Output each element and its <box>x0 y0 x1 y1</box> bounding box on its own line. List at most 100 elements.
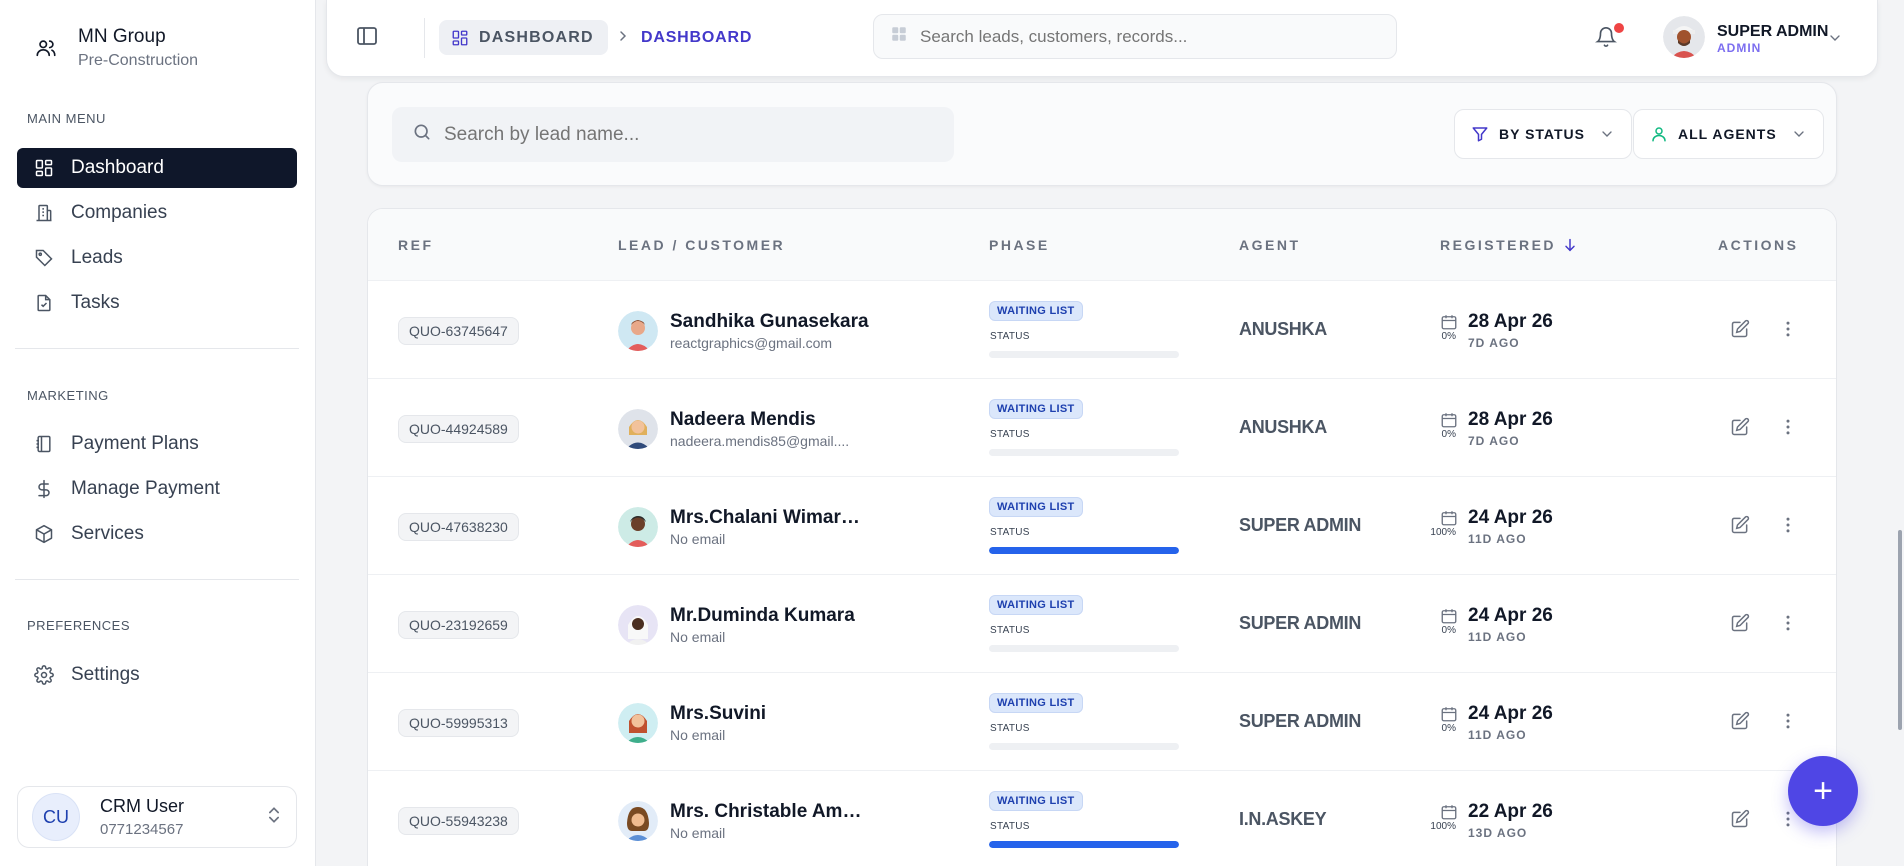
calendar-icon <box>1440 411 1458 434</box>
agents-filter-button[interactable]: ALL AGENTS <box>1633 109 1824 159</box>
sidebar-item-manage-payment[interactable]: Manage Payment <box>17 469 297 509</box>
more-vertical-icon[interactable] <box>1778 319 1798 344</box>
lead-search-input[interactable] <box>444 123 924 146</box>
progress-bar-fill <box>989 841 1179 848</box>
user-switcher[interactable]: CU CRM User 0771234567 <box>17 786 297 848</box>
lead-email: reactgraphics@gmail.com <box>670 335 833 351</box>
ref-badge[interactable]: QUO-23192659 <box>398 611 519 639</box>
ref-badge[interactable]: QUO-47638230 <box>398 513 519 541</box>
registered-ago: 11D AGO <box>1468 630 1527 644</box>
arrow-down-icon <box>1562 237 1578 253</box>
edit-icon[interactable] <box>1730 809 1750 834</box>
global-search[interactable] <box>873 14 1397 59</box>
sidebar: MN Group Pre-Construction MAIN MENU Dash… <box>0 0 316 866</box>
progress-percent-text: 100% <box>1430 527 1456 538</box>
lead-email: No email <box>670 629 726 645</box>
sidebar-item-dashboard[interactable]: Dashboard <box>17 148 297 188</box>
lead-name[interactable]: Mrs.Chalani Wimarsh... <box>670 507 870 528</box>
registered-date: 22 Apr 26 <box>1468 801 1553 822</box>
brand[interactable]: MN Group Pre-Construction <box>28 26 198 70</box>
more-vertical-icon[interactable] <box>1778 613 1798 638</box>
column-header-phase[interactable]: PHASE <box>989 237 1050 253</box>
breadcrumb-root[interactable]: DASHBOARD <box>439 20 608 55</box>
more-vertical-icon[interactable] <box>1778 809 1798 834</box>
filter-icon <box>1471 125 1489 143</box>
chevron-down-icon[interactable] <box>1827 30 1843 51</box>
table-row[interactable]: QUO-63745647 Sandhika Gunasekara reactgr… <box>368 281 1836 379</box>
column-header-ref[interactable]: REF <box>398 237 434 253</box>
table-row[interactable]: QUO-55943238 Mrs. Christable Amar... No … <box>368 771 1836 866</box>
column-header-lead[interactable]: LEAD / CUSTOMER <box>618 237 786 253</box>
user-name: CRM User <box>100 796 184 816</box>
notebook-icon <box>33 433 55 455</box>
divider <box>424 18 425 58</box>
leads-table: REF LEAD / CUSTOMER PHASE AGENT REGISTER… <box>367 208 1837 866</box>
calendar-icon <box>1440 607 1458 630</box>
agent-name: ANUSHKA <box>1239 417 1327 437</box>
status-label: STATUS <box>990 429 1030 440</box>
table-row[interactable]: QUO-44924589 Nadeera Mendis nadeera.mend… <box>368 379 1836 477</box>
edit-icon[interactable] <box>1730 711 1750 736</box>
more-vertical-icon[interactable] <box>1778 711 1798 736</box>
status-label: STATUS <box>990 527 1030 538</box>
more-vertical-icon[interactable] <box>1778 515 1798 540</box>
ref-badge[interactable]: QUO-55943238 <box>398 807 519 835</box>
edit-icon[interactable] <box>1730 515 1750 540</box>
section-title-preferences: PREFERENCES <box>27 618 131 633</box>
column-header-registered[interactable]: REGISTERED <box>1440 237 1578 253</box>
lead-name[interactable]: Sandhika Gunasekara <box>670 311 869 332</box>
phase-badge: WAITING LIST <box>989 595 1083 615</box>
sidebar-toggle-icon[interactable] <box>355 24 381 50</box>
sidebar-item-payment-plans[interactable]: Payment Plans <box>17 424 297 464</box>
lead-name[interactable]: Mrs.Suvini <box>670 703 767 724</box>
phase-badge: WAITING LIST <box>989 301 1083 321</box>
ref-badge[interactable]: QUO-59995313 <box>398 709 519 737</box>
lead-name[interactable]: Nadeera Mendis <box>670 409 816 430</box>
bell-icon[interactable] <box>1595 26 1617 53</box>
lead-search[interactable] <box>392 107 954 162</box>
sidebar-item-settings[interactable]: Settings <box>17 655 297 695</box>
avatar <box>618 801 658 841</box>
sidebar-item-label: Dashboard <box>71 157 164 178</box>
more-vertical-icon[interactable] <box>1778 417 1798 442</box>
sidebar-item-label: Companies <box>71 202 168 223</box>
grid-icon <box>890 25 908 48</box>
user-phone: 0771234567 <box>100 821 184 838</box>
tag-icon <box>33 247 55 269</box>
scrollbar[interactable] <box>1898 530 1902 730</box>
registered-date: 24 Apr 26 <box>1468 703 1553 724</box>
edit-icon[interactable] <box>1730 319 1750 344</box>
global-search-input[interactable] <box>920 26 1380 47</box>
sidebar-item-tasks[interactable]: Tasks <box>17 283 297 323</box>
sidebar-item-services[interactable]: Services <box>17 514 297 554</box>
sidebar-item-companies[interactable]: Companies <box>17 193 297 233</box>
ref-badge[interactable]: QUO-63745647 <box>398 317 519 345</box>
add-button[interactable]: + <box>1788 756 1858 826</box>
lead-name[interactable]: Mr.Duminda Kumara <box>670 605 855 626</box>
avatar[interactable] <box>1663 16 1705 58</box>
dollar-icon <box>33 478 55 500</box>
column-header-registered-label: REGISTERED <box>1440 237 1557 253</box>
agent-name: SUPER ADMIN <box>1239 711 1362 731</box>
lead-email: No email <box>670 531 726 547</box>
table-row[interactable]: QUO-47638230 Mrs.Chalani Wimarsh... No e… <box>368 477 1836 575</box>
edit-icon[interactable] <box>1730 613 1750 638</box>
box-icon <box>33 523 55 545</box>
top-user-role: ADMIN <box>1717 41 1762 55</box>
status-filter-button[interactable]: BY STATUS <box>1454 109 1633 159</box>
registered-ago: 7D AGO <box>1468 434 1520 448</box>
sidebar-item-leads[interactable]: Leads <box>17 238 297 278</box>
ref-badge[interactable]: QUO-44924589 <box>398 415 519 443</box>
progress-bar <box>989 841 1179 848</box>
registered-date: 24 Apr 26 <box>1468 605 1553 626</box>
user-icon <box>1650 125 1668 143</box>
lead-name[interactable]: Mrs. Christable Amar... <box>670 801 870 822</box>
agents-filter-label: ALL AGENTS <box>1678 126 1777 142</box>
edit-icon[interactable] <box>1730 417 1750 442</box>
progress-percent-text: 100% <box>1430 821 1456 832</box>
table-row[interactable]: QUO-23192659 Mr.Duminda Kumara No email … <box>368 575 1836 673</box>
lead-email: nadeera.mendis85@gmail.... <box>670 433 850 449</box>
search-icon <box>412 122 432 147</box>
table-row[interactable]: QUO-59995313 Mrs.Suvini No email WAITING… <box>368 673 1836 771</box>
column-header-agent[interactable]: AGENT <box>1239 237 1301 253</box>
